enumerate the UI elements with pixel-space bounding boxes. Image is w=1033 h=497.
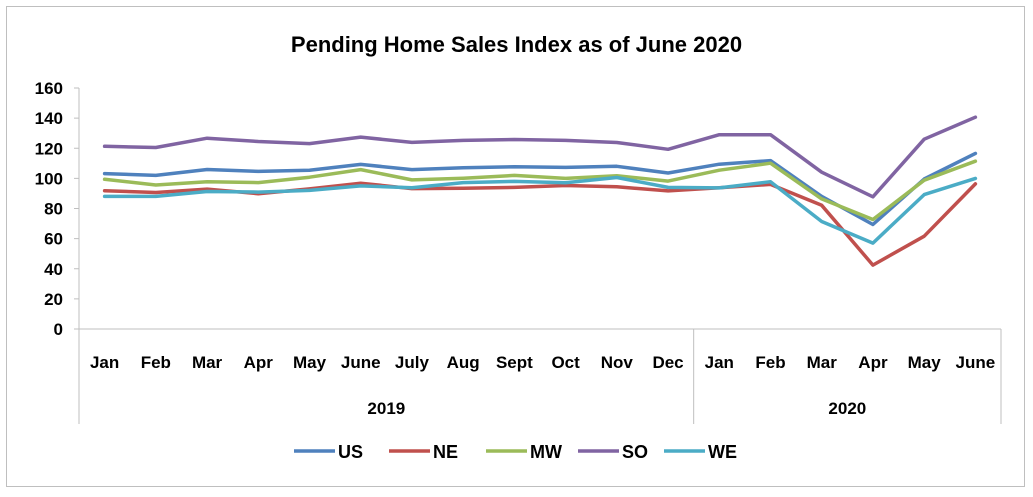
y-tick-label: 120 (35, 139, 63, 158)
y-tick-label: 20 (44, 290, 63, 309)
chart-title: Pending Home Sales Index as of June 2020 (290, 32, 743, 57)
x-tick-label: July (395, 353, 430, 372)
legend-label-us: US (338, 442, 363, 462)
legend-label-we: WE (708, 442, 737, 462)
series-line-ne (102, 181, 978, 267)
legend-label-ne: NE (433, 442, 458, 462)
y-tick-label: 80 (44, 200, 63, 219)
series-line-so (102, 115, 978, 199)
x-tick-label: Nov (601, 353, 634, 372)
y-tick-label: 60 (44, 230, 63, 249)
x-tick-label: June (341, 353, 381, 372)
x-tick-label: May (293, 353, 327, 372)
series-line-we (102, 175, 978, 245)
x-tick-label: Oct (551, 353, 580, 372)
x-group-label: 2020 (828, 399, 866, 418)
x-group-label: 2019 (367, 399, 405, 418)
x-tick-label: Mar (807, 353, 838, 372)
x-tick-label: Sept (496, 353, 533, 372)
y-tick-label: 40 (44, 260, 63, 279)
y-tick-label: 160 (35, 79, 63, 98)
x-tick-label: Feb (755, 353, 785, 372)
y-tick-label: 140 (35, 109, 63, 128)
x-tick-label: Jan (705, 353, 734, 372)
legend-label-so: SO (622, 442, 648, 462)
y-tick-label: 0 (54, 320, 63, 339)
x-tick-label: Apr (858, 353, 888, 372)
x-tick-label: Feb (141, 353, 171, 372)
x-tick-label: Jan (90, 353, 119, 372)
legend-label-mw: MW (530, 442, 562, 462)
series-line-us (102, 151, 978, 227)
x-tick-label: June (956, 353, 996, 372)
y-tick-label: 100 (35, 169, 63, 188)
series-line-mw (102, 159, 978, 222)
x-tick-label: Aug (447, 353, 480, 372)
x-tick-label: May (908, 353, 942, 372)
x-tick-label: Apr (244, 353, 274, 372)
x-tick-label: Dec (652, 353, 683, 372)
x-tick-label: Mar (192, 353, 223, 372)
